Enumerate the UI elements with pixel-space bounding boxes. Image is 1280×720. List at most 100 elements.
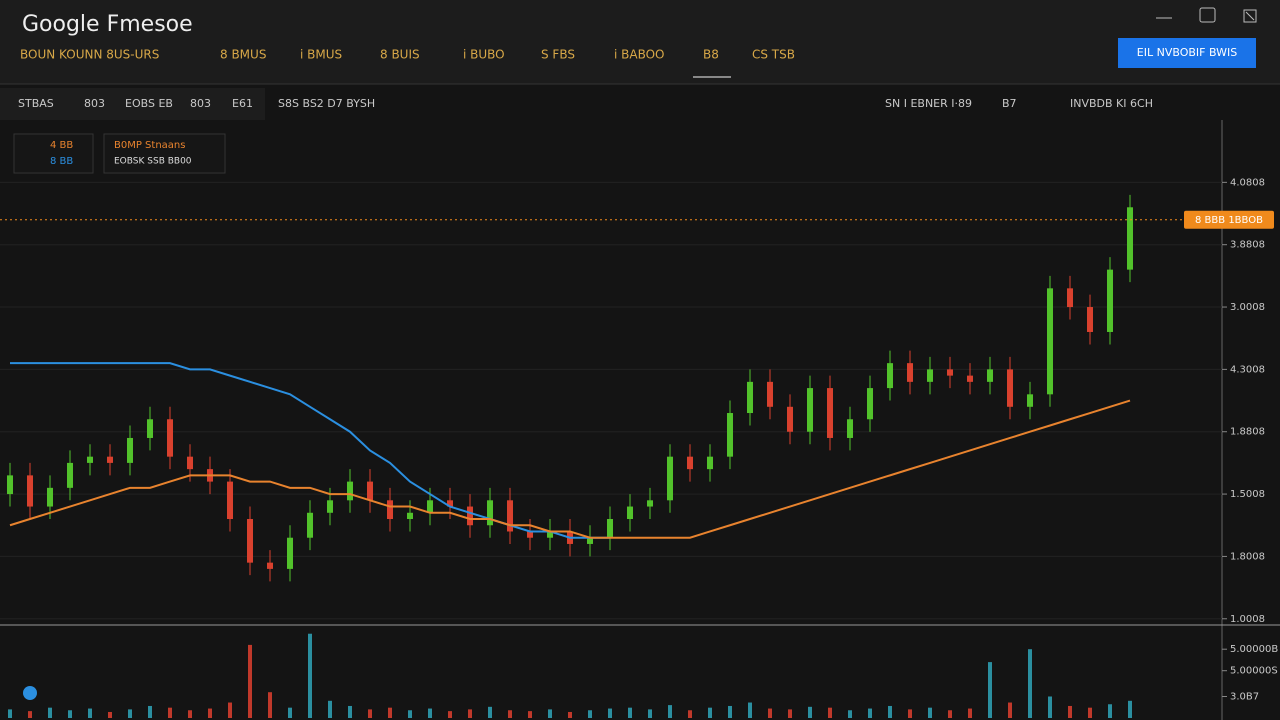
volume-bar <box>8 709 12 718</box>
candle-body <box>547 531 553 538</box>
volume-bar <box>248 644 252 718</box>
volume-bar <box>268 692 272 718</box>
legend-box <box>13 133 94 174</box>
volume-bar <box>448 711 452 718</box>
volume-bar <box>888 705 892 718</box>
candle-body <box>307 512 313 538</box>
volume-bar <box>668 705 672 718</box>
volume-bar <box>908 709 912 718</box>
volume-bar <box>768 708 772 718</box>
nav-item[interactable]: 8 BMUS <box>220 48 266 62</box>
tool-item[interactable]: B7 <box>1002 97 1017 110</box>
candle-body <box>587 537 593 544</box>
tool-item[interactable]: E61 <box>232 97 253 110</box>
candle-body <box>727 413 733 457</box>
toolbar: STBAS 803 EOBS EB 803 E61 S8S BS2 D7 BYSH SN I… <box>18 97 1153 110</box>
candle-body <box>327 500 333 513</box>
top-bar <box>0 0 1280 84</box>
nav-item[interactable]: BOUN KOUNN 8US-URS <box>20 48 159 62</box>
price-tag-label: 8 BBB 1BBOB <box>1195 215 1263 226</box>
volume-bar <box>588 710 592 718</box>
toolbar-left-bg <box>0 88 265 120</box>
volume-tick-label: 3.0B7 <box>1230 692 1259 703</box>
candle-body <box>1087 307 1093 332</box>
candle-body <box>667 456 673 501</box>
volume-bar <box>108 711 112 718</box>
nav-item[interactable]: 8 BUIS <box>380 48 420 62</box>
candle-body <box>647 500 653 507</box>
action-button[interactable] <box>1118 38 1256 68</box>
candle-body <box>887 363 893 389</box>
nav-item[interactable]: i BUBO <box>463 48 505 62</box>
icon[interactable] <box>23 686 37 700</box>
volume-bar <box>708 707 712 718</box>
tool-item[interactable]: INVBDB KI 6CH <box>1070 97 1153 110</box>
volume-bar <box>808 706 812 718</box>
candle-body <box>487 500 493 526</box>
volume-bar <box>1068 705 1072 718</box>
legend-text: 4 BB <box>50 140 73 151</box>
volume-bar <box>1128 700 1132 718</box>
candle-body <box>87 456 93 463</box>
volume-tick-label: 5.00000B <box>1230 644 1278 655</box>
legend-text: B0MP Stnaans <box>114 140 185 151</box>
candle-body <box>707 456 713 470</box>
nav-item[interactable]: S FBS <box>541 48 575 62</box>
candle-body <box>127 437 133 463</box>
volume-bar <box>628 707 632 718</box>
candle-body <box>867 388 873 420</box>
nav-item[interactable]: i BABOO <box>614 48 665 62</box>
tool-item[interactable]: STBAS <box>18 97 54 110</box>
candle-body <box>627 506 633 520</box>
candle-body <box>267 562 273 569</box>
candle-body <box>467 506 473 526</box>
volume-bar <box>328 700 332 718</box>
tool-item[interactable]: 803 <box>84 97 105 110</box>
legend-text: 8 BB <box>50 156 73 167</box>
candle-body <box>67 462 73 488</box>
volume-bar <box>548 709 552 718</box>
volume-bar <box>68 710 72 718</box>
candle-body <box>607 519 613 538</box>
candle-body <box>247 519 253 563</box>
volume-bar <box>1108 704 1112 718</box>
volume-bar <box>828 707 832 718</box>
y-tick-label: 3.0008 <box>1230 302 1265 313</box>
volume-bar <box>788 709 792 718</box>
action-button-label[interactable]: EIL NVBOBIF BWIS <box>1137 46 1237 59</box>
candle-body <box>747 381 753 414</box>
candle-body <box>27 475 33 507</box>
volume-bar <box>288 707 292 718</box>
candle-body <box>987 369 993 382</box>
tool-item[interactable]: SN I EBNER I·89 <box>885 97 972 110</box>
candle-body <box>507 500 513 532</box>
nav-item[interactable]: B8 <box>703 48 719 62</box>
volume-bar <box>608 708 612 718</box>
tool-item[interactable]: 803 <box>190 97 211 110</box>
volume-tick-label: 5.00000S <box>1230 666 1278 677</box>
volume-bar <box>408 710 412 718</box>
maximize[interactable] <box>1199 7 1216 23</box>
candle-body <box>767 381 773 407</box>
volume-bar <box>88 708 92 718</box>
candle-body <box>387 500 393 520</box>
brand: Google Fmesoe <box>22 12 193 37</box>
volume-bar <box>28 711 32 718</box>
candle-body <box>787 406 793 432</box>
nav-item[interactable]: i BMUS <box>300 48 342 62</box>
volume-bar <box>508 710 512 718</box>
y-tick-label: 1.5008 <box>1230 489 1265 500</box>
candle-body <box>1007 369 1013 407</box>
volume-bar <box>528 711 532 718</box>
tool-item[interactable]: S8S BS2 D7 BYSH <box>278 97 375 110</box>
volume-bar <box>428 708 432 718</box>
volume-bar <box>388 707 392 718</box>
nav-item[interactable]: CS TSB <box>752 48 795 62</box>
tool-item[interactable]: EOBS EB <box>125 97 173 110</box>
close[interactable] <box>1243 9 1257 23</box>
candle-body <box>287 537 293 569</box>
price-tag <box>1184 210 1274 229</box>
candle-body <box>47 487 53 507</box>
volume-bar <box>228 702 232 718</box>
candle-body <box>687 456 693 470</box>
